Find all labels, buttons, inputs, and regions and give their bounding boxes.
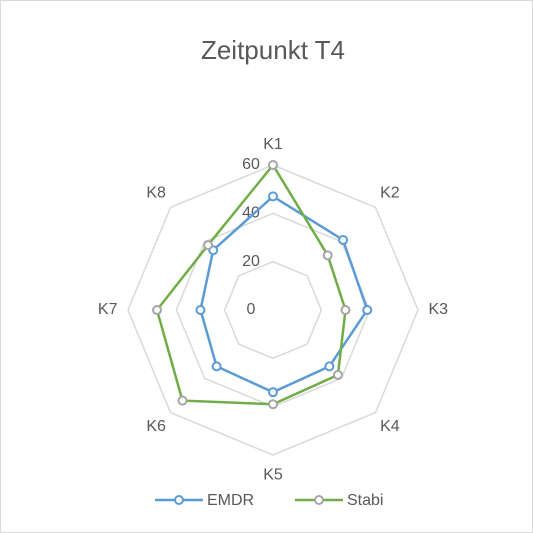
grid-ring bbox=[127, 164, 419, 456]
category-label: K2 bbox=[380, 184, 400, 201]
series-marker bbox=[362, 305, 373, 315]
series-marker bbox=[211, 361, 222, 372]
series-marker bbox=[324, 361, 335, 372]
category-label: K3 bbox=[429, 301, 449, 318]
series-marker bbox=[322, 250, 333, 261]
grid-ring bbox=[223, 260, 323, 360]
series-marker bbox=[338, 234, 349, 245]
series-marker bbox=[152, 305, 162, 315]
category-label: K6 bbox=[146, 418, 166, 435]
series-marker bbox=[268, 160, 278, 170]
series-marker bbox=[332, 369, 343, 380]
series-marker bbox=[268, 399, 278, 410]
legend-label: EMDR bbox=[207, 492, 254, 509]
chart-title: Zeitpunkt T4 bbox=[201, 35, 345, 65]
series-marker bbox=[203, 240, 214, 251]
category-label: K1 bbox=[263, 136, 283, 153]
r-tick-label: 0 bbox=[247, 301, 256, 318]
category-label: K8 bbox=[146, 184, 166, 201]
legend-marker bbox=[174, 495, 184, 505]
series-marker bbox=[340, 305, 351, 315]
legend-label: Stabi bbox=[347, 492, 383, 509]
r-tick-label: 20 bbox=[242, 253, 260, 270]
series-marker bbox=[177, 395, 188, 406]
category-label: K4 bbox=[380, 418, 400, 435]
category-label: K5 bbox=[263, 467, 283, 484]
category-label: K7 bbox=[98, 301, 118, 318]
series-marker bbox=[268, 387, 278, 398]
r-tick-label: 60 bbox=[242, 156, 260, 173]
r-tick-label: 40 bbox=[242, 205, 260, 222]
series-marker bbox=[195, 305, 206, 315]
legend-marker bbox=[314, 495, 324, 505]
series-marker bbox=[268, 191, 278, 202]
